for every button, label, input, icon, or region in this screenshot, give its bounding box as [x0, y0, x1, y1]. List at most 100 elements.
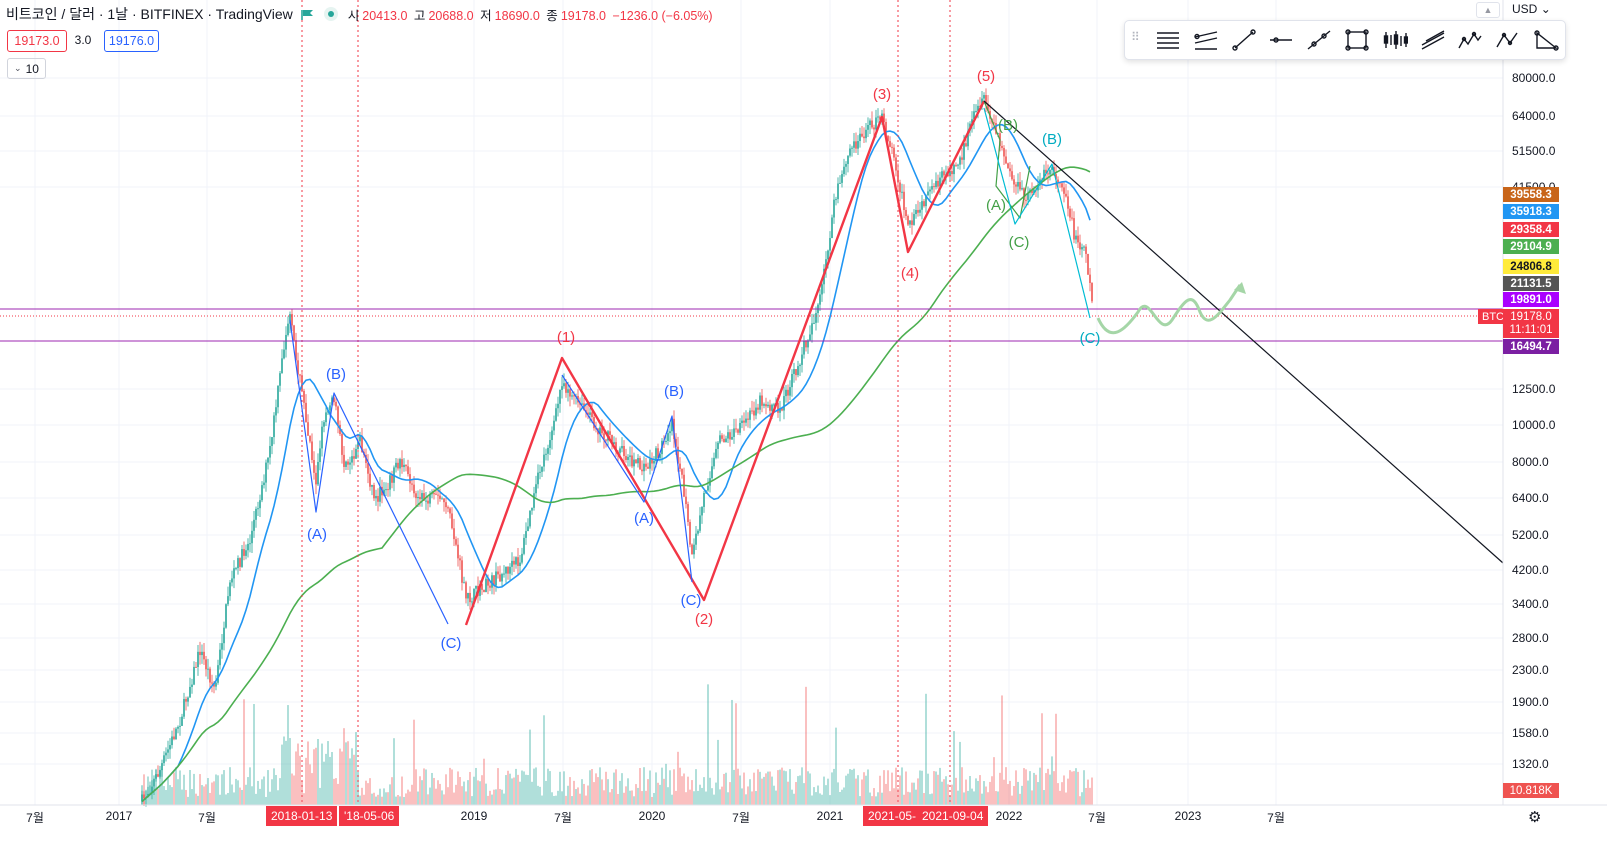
volume-bar — [299, 755, 301, 805]
candle — [311, 433, 313, 464]
candle — [813, 313, 815, 325]
candle — [609, 422, 611, 441]
extended-line-icon[interactable] — [1300, 21, 1338, 59]
triangle-pattern-icon[interactable] — [1527, 21, 1565, 59]
volume-bar — [875, 796, 877, 805]
volume-bar — [569, 777, 571, 805]
quantity-field[interactable]: ⌄ 10 — [7, 58, 46, 79]
time-tick-label: 7월 — [554, 811, 572, 825]
candle — [455, 536, 457, 547]
volume-bar — [913, 782, 915, 805]
volume-bar — [635, 784, 637, 805]
market-status-icon[interactable] — [323, 7, 338, 21]
wave-label-c: (C) — [440, 635, 462, 652]
trend-line-icon[interactable] — [1225, 21, 1263, 59]
volume-bar — [571, 796, 573, 805]
horizontal-ray-icon[interactable] — [1262, 21, 1300, 59]
candle — [791, 369, 793, 397]
volume-bar — [985, 786, 987, 805]
volume-bar — [877, 792, 879, 805]
volume-bar — [763, 776, 765, 805]
volume-bar — [707, 684, 709, 805]
wave-label-a: (A) — [986, 197, 1006, 214]
candle — [177, 725, 179, 734]
candle — [1077, 226, 1079, 248]
rectangle-icon[interactable] — [1338, 21, 1376, 59]
pitchfork-icon[interactable] — [1414, 21, 1452, 59]
candle — [889, 136, 891, 148]
volume-bar — [779, 769, 781, 805]
volume-bar — [427, 794, 429, 805]
volume-bar — [317, 738, 319, 805]
candle — [819, 289, 821, 311]
volume-bar — [923, 793, 925, 805]
volume-bar — [1071, 771, 1073, 805]
candle — [497, 566, 499, 579]
volume-bar — [177, 779, 179, 805]
candle — [1087, 253, 1089, 275]
volume-bar — [623, 792, 625, 805]
horizontal-lines-icon[interactable] — [1149, 21, 1187, 59]
candle — [913, 209, 915, 226]
volume-bar — [909, 792, 911, 805]
candle — [555, 403, 557, 422]
candle — [163, 751, 165, 766]
time-marker-label: 2018-01-13 — [266, 806, 338, 826]
volume-bar — [303, 793, 305, 805]
flag-icon[interactable] — [300, 8, 314, 20]
volume-bar — [901, 767, 903, 805]
volume-bar — [945, 776, 947, 805]
candle — [307, 414, 309, 436]
volume-bar — [235, 778, 237, 805]
currency-selector[interactable]: USD ⌄ — [1512, 2, 1551, 16]
volume-badge: 10.818K — [1503, 783, 1559, 798]
volume-bar — [675, 790, 677, 805]
volume-bar — [831, 772, 833, 805]
volume-bar — [503, 793, 505, 805]
candle — [741, 415, 743, 429]
gear-icon[interactable]: ⚙ — [1528, 809, 1542, 826]
time-marker-label: 2021-05- — [863, 806, 922, 826]
candle — [639, 455, 641, 470]
elliott-wave-icon[interactable] — [1452, 21, 1490, 59]
volume-bar — [425, 769, 427, 805]
scroll-up-button[interactable]: ▲ — [1476, 2, 1500, 18]
currency-label: USD — [1512, 2, 1538, 16]
volume-bar — [1059, 790, 1061, 805]
volume-bar — [507, 770, 509, 805]
candle — [643, 456, 645, 482]
candle — [191, 678, 193, 694]
candle — [1091, 282, 1093, 304]
candle — [689, 519, 691, 548]
candle — [903, 184, 905, 219]
sell-button[interactable]: 19173.0 — [7, 30, 67, 52]
parallel-channel-icon[interactable] — [1187, 21, 1225, 59]
candle — [319, 440, 321, 471]
volume-bar — [837, 782, 839, 805]
volume-bar — [341, 751, 343, 805]
volume-bar — [903, 794, 905, 805]
volume-bar — [585, 795, 587, 805]
volume-bar — [811, 795, 813, 805]
candle — [623, 440, 625, 465]
candle — [909, 220, 911, 228]
low-label: 저 — [480, 8, 492, 23]
buy-button[interactable]: 19176.0 — [104, 30, 159, 52]
bars-pattern-icon[interactable] — [1376, 21, 1414, 59]
volume-bar — [643, 767, 645, 805]
candle — [159, 765, 161, 779]
volume-bar — [297, 743, 299, 805]
candle — [799, 363, 801, 377]
volume-bar — [473, 776, 475, 805]
candle — [861, 126, 863, 138]
volume-bar — [419, 776, 421, 805]
time-marker-label: '18-05-06 — [339, 806, 400, 826]
volume-bar — [185, 789, 187, 805]
drag-handle-icon[interactable]: ⠿ — [1131, 30, 1140, 44]
candle — [421, 490, 423, 507]
abcd-pattern-icon[interactable] — [1489, 21, 1527, 59]
symbol-title[interactable]: 비트코인 / 달러 · 1날 · BITFINEX · TradingView — [6, 6, 293, 22]
volume-bar — [523, 771, 525, 805]
volume-bar — [543, 715, 545, 805]
